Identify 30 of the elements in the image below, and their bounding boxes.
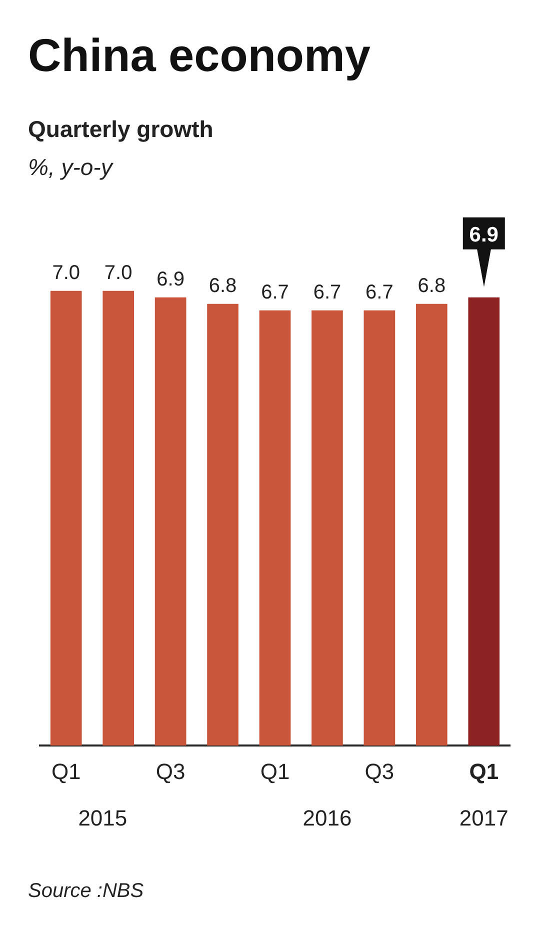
chart-subtitle: Quarterly growth bbox=[28, 116, 214, 143]
bar bbox=[416, 304, 448, 746]
bar bbox=[50, 290, 82, 746]
bar bbox=[154, 297, 186, 746]
bar bbox=[207, 304, 238, 746]
data-label: 7.0 bbox=[52, 262, 80, 284]
data-label: 6.9 bbox=[469, 223, 498, 246]
x-tick-label: Q1 bbox=[469, 758, 499, 784]
data-label: 6.8 bbox=[208, 274, 237, 297]
source-note: Source :NBS bbox=[28, 880, 144, 903]
x-tick-label: Q1 bbox=[51, 758, 81, 784]
bar bbox=[468, 297, 500, 746]
bar bbox=[102, 290, 134, 746]
x-tick-label: Q3 bbox=[156, 758, 186, 784]
bar bbox=[259, 310, 291, 746]
x-tick-label: Q3 bbox=[364, 758, 394, 784]
data-label: 6.7 bbox=[261, 281, 289, 304]
text: 2016 bbox=[302, 806, 352, 831]
data-label: 7.0 bbox=[104, 262, 132, 284]
text: %, y-o-y bbox=[28, 154, 112, 181]
text: 2015 bbox=[78, 806, 128, 831]
data-label: 6.7 bbox=[366, 281, 394, 304]
chart-title: China economy bbox=[28, 28, 371, 82]
bar bbox=[364, 310, 396, 746]
x-tick-label: Q1 bbox=[260, 758, 290, 784]
data-label: 6.7 bbox=[313, 281, 342, 304]
data-label: 6.9 bbox=[156, 268, 184, 290]
text: 2017 bbox=[459, 806, 508, 831]
bar bbox=[312, 310, 343, 746]
data-label: 6.8 bbox=[418, 274, 446, 297]
